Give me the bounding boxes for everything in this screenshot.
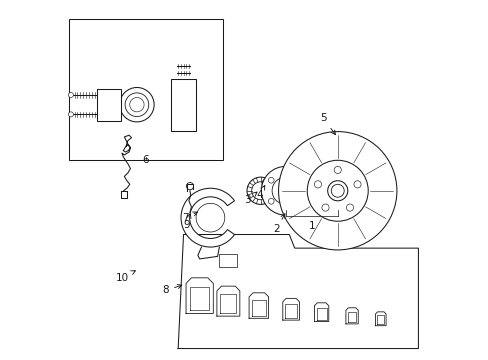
Circle shape	[271, 177, 299, 204]
Circle shape	[129, 98, 144, 112]
Circle shape	[251, 182, 269, 200]
Text: 5: 5	[320, 113, 335, 135]
Bar	[170, 79, 196, 131]
Wedge shape	[181, 188, 234, 247]
Circle shape	[68, 112, 73, 117]
Circle shape	[278, 132, 396, 250]
Circle shape	[327, 181, 347, 201]
Circle shape	[330, 184, 344, 197]
Text: 2: 2	[272, 214, 285, 234]
Circle shape	[68, 93, 73, 98]
Circle shape	[333, 166, 341, 174]
Bar	[219, 254, 237, 267]
Circle shape	[120, 87, 154, 122]
Circle shape	[314, 181, 321, 188]
Text: 3: 3	[244, 192, 257, 205]
Text: 6: 6	[142, 155, 149, 165]
Circle shape	[288, 205, 294, 211]
Text: 10: 10	[116, 271, 135, 283]
Circle shape	[300, 188, 306, 194]
Circle shape	[265, 181, 271, 187]
Circle shape	[353, 181, 360, 188]
Circle shape	[321, 204, 328, 211]
Circle shape	[125, 93, 148, 117]
Circle shape	[288, 171, 294, 176]
Text: 8: 8	[162, 284, 182, 296]
Bar	[97, 89, 121, 121]
Circle shape	[306, 160, 367, 221]
Text: 9: 9	[183, 214, 190, 230]
Circle shape	[346, 204, 353, 211]
Circle shape	[268, 198, 274, 204]
Circle shape	[196, 203, 224, 232]
Text: 7: 7	[182, 212, 197, 222]
Bar	[69, 19, 223, 160]
Circle shape	[268, 177, 274, 183]
Circle shape	[262, 178, 274, 191]
Text: 1: 1	[308, 221, 315, 231]
Circle shape	[246, 177, 274, 204]
Circle shape	[261, 166, 309, 215]
Circle shape	[279, 184, 292, 197]
Text: 4: 4	[256, 185, 264, 200]
